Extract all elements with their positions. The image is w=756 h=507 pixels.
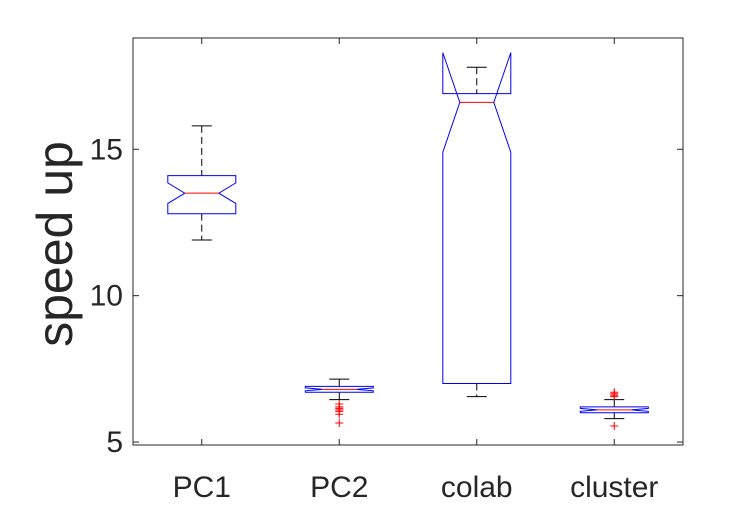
notched-box-cluster: [579, 406, 649, 414]
y-axis-label: speed up: [27, 141, 83, 347]
outlier-marker: [335, 400, 344, 409]
plot-area: 5 10 15 PC1 PC2 colab cluster: [90, 37, 684, 504]
outlier-marker: [610, 421, 619, 430]
y-tick-label: 15: [90, 133, 123, 166]
x-tick-label: PC2: [310, 471, 368, 504]
x-tick-label: PC1: [173, 471, 231, 504]
notched-box-colab: [442, 52, 512, 384]
plot-frame: [132, 37, 684, 446]
y-tick-label: 5: [106, 426, 123, 459]
outlier-marker: [335, 419, 344, 428]
notched-box-PC2: [304, 385, 374, 393]
x-tick-label: cluster: [570, 471, 658, 504]
outlier-marker: [610, 388, 619, 397]
x-tick-label: colab: [441, 471, 513, 504]
notched-box-PC1: [167, 175, 237, 215]
y-tick-label: 10: [90, 280, 123, 313]
